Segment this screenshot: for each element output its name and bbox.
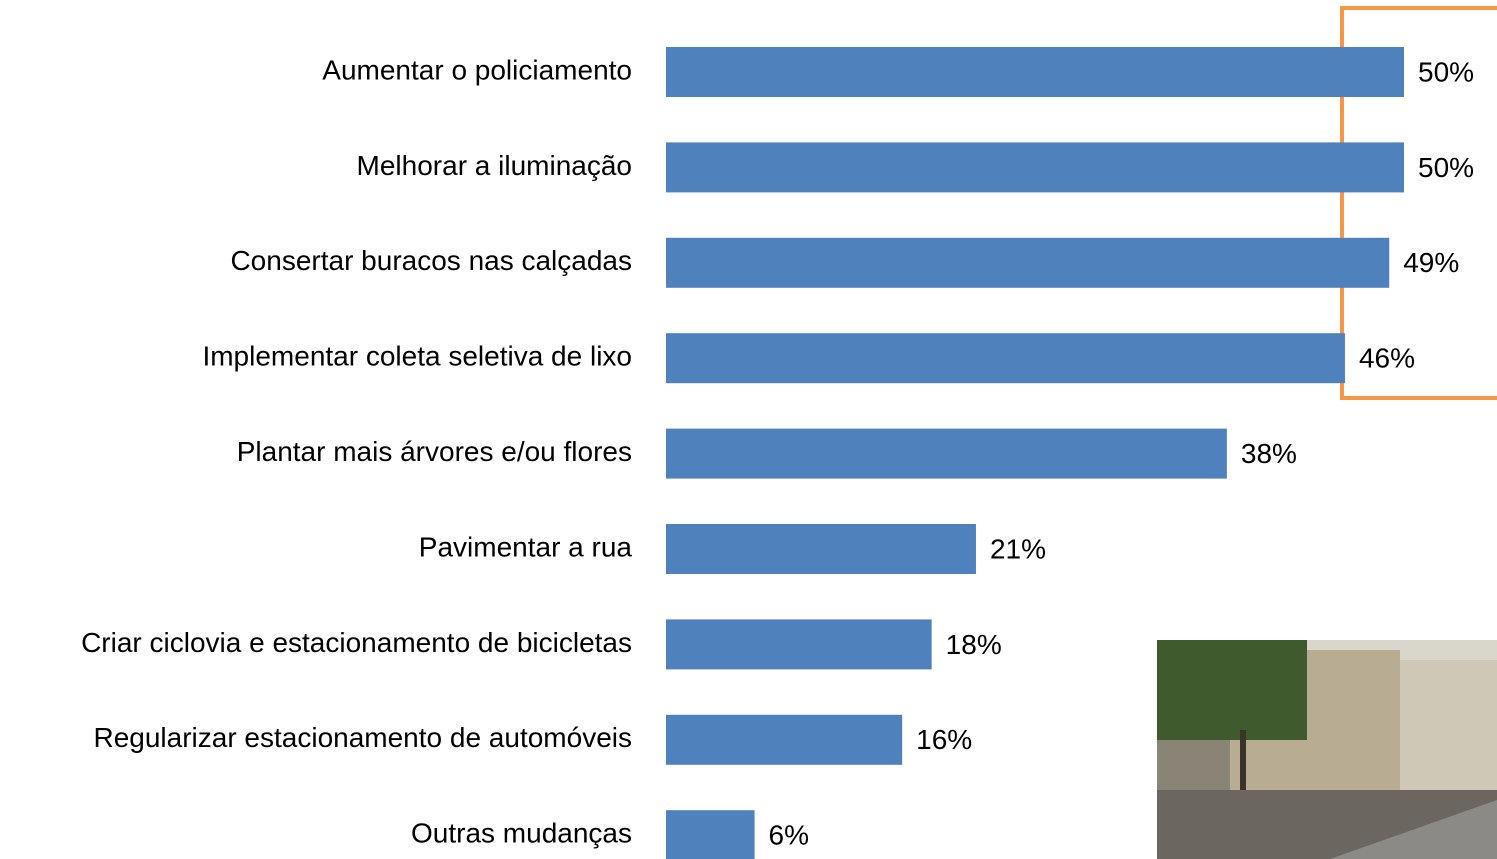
bar: [666, 142, 1404, 192]
category-label: Outras mudanças: [411, 818, 632, 849]
category-label: Implementar coleta seletiva de lixo: [202, 341, 632, 372]
bar: [666, 619, 932, 669]
category-label: Melhorar a iluminação: [357, 150, 632, 181]
chart: Aumentar o policiamento 50% Melhorar a ilu…: [0, 0, 1497, 859]
bar: [666, 429, 1227, 479]
value-label: 46%: [1359, 343, 1415, 374]
bar: [666, 715, 902, 765]
category-label: Aumentar o policiamento: [322, 54, 632, 85]
bar: [666, 238, 1389, 288]
bar: [666, 47, 1404, 97]
category-label: Pavimentar a rua: [419, 531, 633, 562]
category-label: Plantar mais árvores e/ou flores: [237, 436, 632, 467]
value-label: 50%: [1418, 152, 1474, 183]
value-label: 49%: [1403, 247, 1459, 278]
category-label: Criar ciclovia e estacionamento de bicic…: [81, 627, 632, 658]
category-label: Regularizar estacionamento de automóveis: [93, 722, 632, 753]
value-label: 50%: [1418, 56, 1474, 87]
bar: [666, 810, 755, 859]
photo: [1157, 640, 1497, 859]
value-label: 16%: [916, 724, 972, 755]
value-label: 18%: [946, 629, 1002, 660]
value-label: 21%: [990, 533, 1046, 564]
category-label: Consertar buracos nas calçadas: [230, 245, 632, 276]
value-label: 6%: [769, 820, 809, 851]
value-label: 38%: [1241, 438, 1297, 469]
bar: [666, 524, 976, 574]
bar: [666, 333, 1345, 383]
